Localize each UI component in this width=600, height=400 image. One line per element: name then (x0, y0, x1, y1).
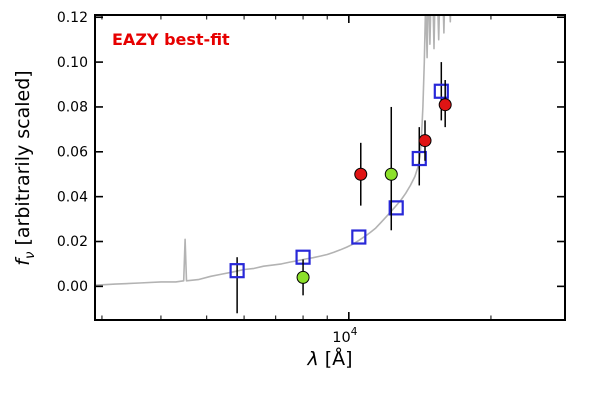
flux-subscript: ν (22, 251, 38, 259)
x-axis-unit: [Å] (318, 348, 353, 370)
observed-photometry-circle-marker (438, 98, 452, 112)
y-axis-unit: [arbitrarily scaled] (12, 70, 34, 252)
model-photometry-square-marker (433, 83, 449, 99)
model-photometry-series (229, 62, 449, 314)
observed-photometry-circle-marker (354, 167, 368, 181)
observed-photometry-circle-marker (296, 270, 310, 284)
observed-photometry-circle-marker (384, 167, 398, 181)
y-tick-label: 0.10 (57, 55, 88, 71)
y-axis-label: fν [arbitrarily scaled] (8, 3, 38, 333)
y-tick-label: 0.02 (57, 234, 88, 250)
y-tick-label: 0.04 (57, 189, 88, 205)
observed-photometry-green-series (296, 106, 398, 296)
y-tick-label: 0.06 (57, 145, 88, 161)
y-tick-label: 0.08 (57, 100, 88, 116)
observed-photometry-circle-marker (418, 134, 432, 148)
y-tick-label: 0.12 (57, 10, 88, 26)
x-axis-label: λ [Å] (230, 348, 430, 370)
model-photometry-square-marker (229, 263, 245, 279)
flux-symbol: f (12, 258, 34, 266)
annotation-eazy-best-fit: EAZY best-fit (112, 30, 230, 49)
x-tick-label: 104 (332, 326, 357, 346)
model-photometry-square-marker (351, 229, 367, 245)
model-photometry-square-marker (388, 200, 404, 216)
model-photometry-square-marker (411, 150, 427, 167)
observed-photometry-red-series (354, 80, 452, 206)
y-tick-label: 0.00 (57, 279, 88, 295)
lambda-symbol: λ (307, 348, 319, 370)
plot-border (94, 14, 566, 321)
